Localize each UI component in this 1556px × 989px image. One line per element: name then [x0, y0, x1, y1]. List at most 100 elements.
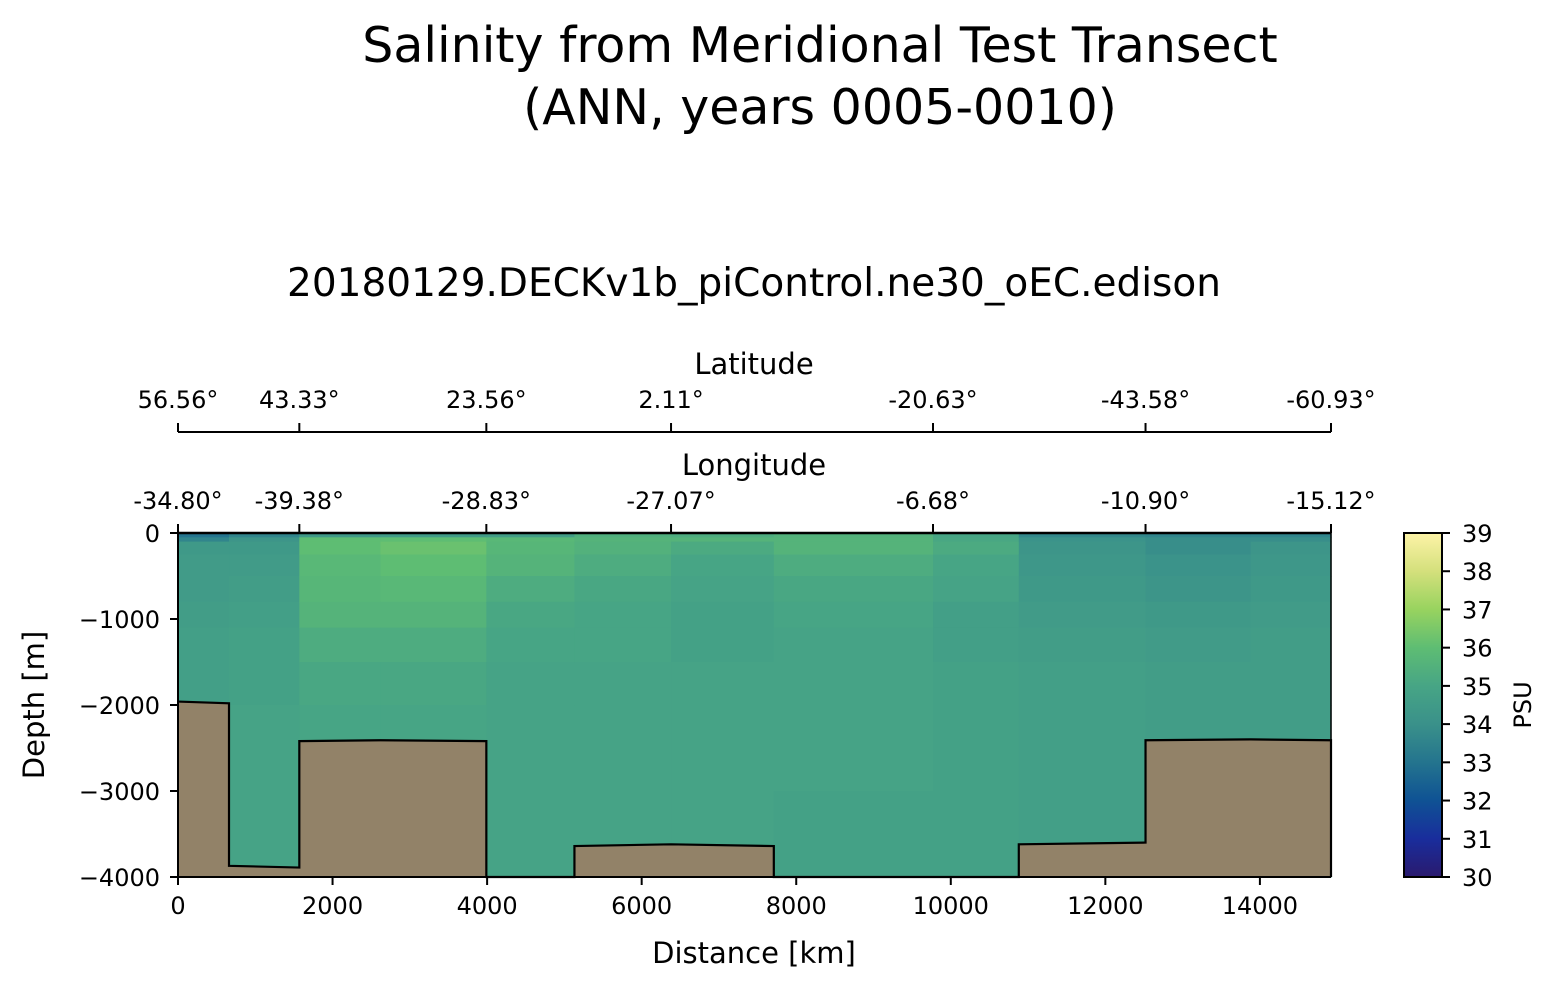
heatmap-cell: [933, 554, 1020, 577]
heatmap-cell: [486, 705, 576, 792]
heatmap-cell: [1145, 533, 1252, 538]
heatmap-cell: [486, 554, 576, 577]
longitude-tick-label: -39.38°: [255, 487, 344, 515]
heatmap-cell: [229, 601, 300, 629]
heatmap-cell: [574, 541, 672, 556]
salinity-heatmap: [178, 533, 1332, 878]
heatmap-cell: [671, 705, 775, 792]
heatmap-cell: [574, 554, 672, 577]
heatmap-cell: [933, 601, 1020, 629]
colorbar: 30 31 32 33 34 35 36 37 38 39: [1403, 520, 1493, 892]
heatmap-cell: [229, 554, 300, 577]
heatmap-cell: [574, 662, 672, 706]
suptitle-line-2: (ANN, years 0005-0010): [523, 79, 1117, 136]
heatmap-cell: [671, 576, 775, 603]
heatmap-cell: [574, 601, 672, 629]
heatmap-cell: [178, 537, 230, 543]
heatmap-cell: [574, 533, 672, 538]
heatmap-cell: [1250, 576, 1332, 603]
colorbar-gradient: [1403, 532, 1443, 878]
heatmap-cell: [773, 601, 934, 629]
heatmap-cell: [380, 541, 487, 556]
colorbar-tick-label: 33: [1462, 749, 1493, 777]
heatmap-cell: [1018, 537, 1147, 543]
heatmap-cell: [773, 627, 934, 663]
colorbar-tick-label: 36: [1462, 635, 1493, 663]
x-tick-label: 10000: [913, 892, 989, 920]
top-axes-group: 56.56° 43.33° 23.56° 2.11° -20.63° -43.58° -60…: [133, 347, 1376, 533]
heatmap-cell: [229, 705, 300, 792]
heatmap-cell: [486, 627, 576, 663]
heatmap-cell: [1250, 627, 1332, 663]
heatmap-cell: [486, 601, 576, 629]
heatmap-cell: [1018, 576, 1147, 603]
heatmap-cell: [773, 576, 934, 603]
heatmap-cell: [299, 662, 382, 706]
heatmap-cell: [299, 601, 382, 629]
latitude-tick-label: 23.56°: [446, 386, 527, 414]
latitude-tick-label: -60.93°: [1286, 386, 1375, 414]
heatmap-cell: [933, 537, 1020, 543]
heatmap-cell: [229, 533, 300, 538]
heatmap-cell: [486, 533, 576, 538]
heatmap-cell: [486, 541, 576, 556]
heatmap-cell: [773, 705, 934, 792]
heatmap-cell: [1018, 601, 1147, 629]
heatmap-cell: [933, 533, 1020, 538]
y-tick-label: 0: [145, 520, 160, 548]
heatmap-cell: [380, 627, 487, 663]
y-tick-label: −2000: [79, 692, 160, 720]
heatmap-cell: [1145, 601, 1252, 629]
colorbar-tick-label: 37: [1462, 596, 1493, 624]
bathymetry-outline: [177, 700, 1333, 879]
longitude-tick-label: -15.12°: [1286, 487, 1375, 515]
heatmap-cell: [229, 627, 300, 663]
heatmap-cell: [1250, 662, 1332, 706]
heatmap-cell: [773, 537, 934, 543]
heatmap-cell: [486, 791, 576, 878]
heatmap-cell: [380, 662, 487, 706]
heatmap-cell: [671, 554, 775, 577]
heatmap-cell: [671, 541, 775, 556]
heatmap-cell: [574, 705, 672, 792]
latitude-tick-label: -43.58°: [1101, 386, 1190, 414]
heatmap-cell: [229, 541, 300, 556]
longitude-tick-label: -6.68°: [896, 487, 970, 515]
heatmap-cell: [380, 601, 487, 629]
latitude-tick-label: 56.56°: [138, 386, 219, 414]
heatmap-cell: [671, 627, 775, 663]
heatmap-cell: [671, 662, 775, 706]
x-axis-label: Distance [km]: [652, 936, 856, 970]
colorbar-tick-label: 38: [1462, 558, 1493, 586]
heatmap-cell: [1145, 537, 1252, 543]
heatmap-cell: [773, 662, 934, 706]
heatmap-cell: [178, 627, 230, 663]
heatmap-cell: [1250, 537, 1332, 543]
heatmap-cell: [229, 576, 300, 603]
heatmap-cell: [933, 662, 1020, 706]
colorbar-tick-label: 31: [1462, 826, 1493, 854]
heatmap-cell: [671, 601, 775, 629]
heatmap-cell: [178, 533, 230, 538]
longitude-axis-label: Longitude: [682, 448, 826, 482]
heatmap-cell: [574, 576, 672, 603]
x-tick-label: 8000: [766, 892, 827, 920]
y-axis-label: Depth [m]: [17, 631, 51, 779]
colorbar-tick-label: 30: [1462, 864, 1493, 892]
bathymetry-land: [177, 700, 1333, 879]
heatmap-cell: [1018, 533, 1147, 538]
heatmap-cell: [178, 576, 230, 603]
heatmap-cell: [773, 554, 934, 577]
heatmap-cell: [1145, 662, 1252, 706]
heatmap-cell: [773, 533, 934, 538]
heatmap-cell: [486, 662, 576, 706]
y-tick-label: −4000: [79, 864, 160, 892]
heatmap-cell: [299, 541, 382, 556]
longitude-tick-label: -10.90°: [1101, 487, 1190, 515]
heatmap-cell: [178, 541, 230, 556]
colorbar-tick-label: 34: [1462, 711, 1493, 739]
heatmap-cell: [933, 791, 1020, 878]
heatmap-cell: [1018, 627, 1147, 663]
x-tick-label: 2000: [302, 892, 363, 920]
